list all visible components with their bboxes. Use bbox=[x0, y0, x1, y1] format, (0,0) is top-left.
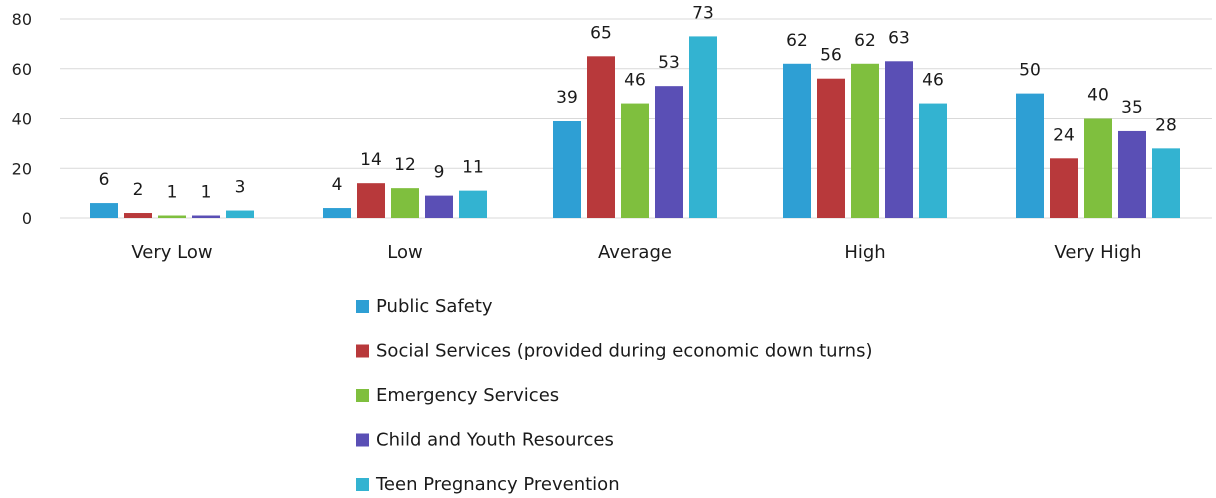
data-label: 56 bbox=[820, 46, 842, 66]
data-label: 3 bbox=[235, 178, 246, 198]
category-label: Very Low bbox=[131, 242, 212, 263]
data-label: 39 bbox=[556, 88, 578, 108]
legend-swatch bbox=[356, 433, 369, 447]
y-axis-tick-labels: 0 20 40 60 80 bbox=[12, 10, 32, 228]
data-label: 65 bbox=[590, 23, 612, 43]
data-label: 28 bbox=[1155, 115, 1177, 135]
data-label: 14 bbox=[360, 150, 382, 170]
data-label: 63 bbox=[888, 28, 910, 48]
data-label: 62 bbox=[854, 31, 876, 51]
y-tick-label: 40 bbox=[12, 110, 32, 129]
data-label: 11 bbox=[462, 158, 484, 178]
data-label: 50 bbox=[1019, 61, 1041, 81]
data-label: 4 bbox=[332, 175, 343, 195]
data-label: 2 bbox=[133, 180, 144, 200]
data-label: 12 bbox=[394, 155, 416, 175]
legend-entry: Public Safety bbox=[376, 296, 493, 317]
bars bbox=[90, 36, 1180, 219]
legend-entry: Child and Youth Resources bbox=[376, 430, 614, 451]
bar bbox=[621, 103, 649, 218]
bar bbox=[1152, 148, 1180, 218]
bar bbox=[689, 36, 717, 218]
data-label: 6 bbox=[99, 170, 110, 190]
bar bbox=[783, 63, 811, 219]
data-label: 46 bbox=[624, 71, 646, 91]
y-tick-label: 80 bbox=[12, 10, 32, 29]
data-label: 62 bbox=[786, 31, 808, 51]
y-tick-label: 0 bbox=[22, 209, 32, 228]
bar bbox=[323, 208, 351, 218]
x-axis-category-labels: Very Low Low Average High Very High bbox=[131, 242, 1141, 263]
category-label: Very High bbox=[1054, 242, 1141, 263]
bar bbox=[1050, 158, 1078, 218]
bar bbox=[655, 86, 683, 218]
bar bbox=[90, 203, 118, 218]
legend-swatch bbox=[356, 344, 369, 358]
data-label: 1 bbox=[167, 183, 178, 203]
bar bbox=[357, 183, 385, 218]
bar bbox=[425, 195, 453, 218]
bar bbox=[851, 63, 879, 219]
legend-entry: Emergency Services bbox=[376, 385, 559, 406]
bar bbox=[1084, 118, 1112, 218]
bar bbox=[192, 215, 220, 218]
category-label: Low bbox=[387, 242, 422, 263]
data-label: 46 bbox=[922, 71, 944, 91]
bar bbox=[1016, 93, 1044, 218]
legend-entry: Social Services (provided during economi… bbox=[376, 341, 872, 362]
category-label: High bbox=[844, 242, 885, 263]
bar bbox=[226, 210, 254, 218]
bar bbox=[553, 120, 581, 218]
bar bbox=[885, 61, 913, 218]
data-label: 24 bbox=[1053, 125, 1075, 145]
data-label: 1 bbox=[201, 183, 212, 203]
data-label: 40 bbox=[1087, 86, 1109, 106]
y-tick-label: 20 bbox=[12, 159, 32, 178]
bar bbox=[459, 190, 487, 218]
legend-swatch bbox=[356, 300, 369, 313]
bar bbox=[1118, 130, 1146, 218]
bar bbox=[587, 56, 615, 218]
bar bbox=[919, 103, 947, 218]
data-label: 53 bbox=[658, 53, 680, 73]
data-label: 35 bbox=[1121, 98, 1143, 118]
bar bbox=[391, 188, 419, 218]
data-label: 73 bbox=[692, 3, 714, 23]
y-tick-label: 60 bbox=[12, 60, 32, 79]
bar bbox=[158, 215, 186, 218]
legend: Public Safety Social Services (provided d… bbox=[356, 296, 872, 495]
legend-swatch bbox=[356, 389, 369, 402]
bar bbox=[817, 78, 845, 218]
legend-swatch bbox=[356, 478, 369, 491]
legend-entry: Teen Pregnancy Prevention bbox=[375, 474, 620, 495]
data-label: 9 bbox=[434, 163, 445, 183]
bar bbox=[124, 213, 152, 218]
category-label: Average bbox=[598, 242, 672, 263]
